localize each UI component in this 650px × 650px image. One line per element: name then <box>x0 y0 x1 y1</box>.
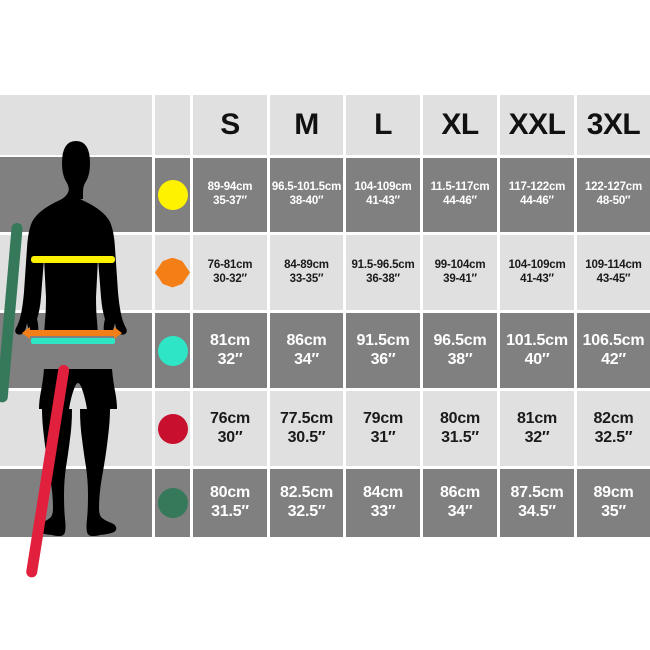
column-header-3xl: 3XL <box>586 108 641 141</box>
table-cell-chest-3xl: 122-127cm 48-50″ <box>584 180 643 207</box>
table-cell-hip-xxl: 101.5cm 40″ <box>506 331 568 368</box>
table-cell-chest-m: 96.5-101.5cm 38-40″ <box>271 180 342 207</box>
table-cell-sleeve-xl: 86cm 34″ <box>439 484 481 520</box>
male-body-silhouette <box>15 141 127 536</box>
table-cell-inseam-l: 79cm 31″ <box>362 409 404 446</box>
marker-cell-hip <box>155 313 190 388</box>
body-figure-column <box>0 95 152 579</box>
column-header-m: M <box>294 108 319 141</box>
column-header-xl: XL <box>441 108 479 141</box>
gridline-h-1 <box>0 232 650 235</box>
table-cell-chest-s: 89-94cm 35-37″ <box>207 180 253 207</box>
band-header <box>0 95 650 155</box>
table-cell-sleeve-xxl: 87.5cm 34.5″ <box>510 484 564 520</box>
gridline-v-1 <box>152 95 155 537</box>
table-cell-waist-xxl: 104-109cm 41-43″ <box>508 258 566 285</box>
table-cell-inseam-xl: 80cm 31.5″ <box>439 409 481 446</box>
waist-arrow-head-right <box>114 327 122 339</box>
table-cell-waist-xl: 99-104cm 39-41″ <box>434 258 486 285</box>
waist-arrow-head-left <box>22 327 30 339</box>
waist-arrow-line <box>25 330 117 336</box>
marker-cell-sleeve <box>155 469 190 537</box>
gridline-h-2 <box>0 310 650 313</box>
table-cell-chest-xxl: 117-122cm 44-46″ <box>508 180 566 207</box>
column-header-s: S <box>220 108 240 141</box>
marker-cell-waist <box>155 235 190 310</box>
table-cell-hip-s: 81cm 32″ <box>209 331 251 368</box>
table-cell-hip-xl: 96.5cm 38″ <box>433 331 487 368</box>
table-cell-sleeve-l: 84cm 33″ <box>362 484 404 520</box>
table-cell-sleeve-m: 82.5cm 32.5″ <box>279 484 334 520</box>
table-cell-sleeve-3xl: 89cm 35″ <box>593 484 634 520</box>
table-cell-inseam-3xl: 82cm 32.5″ <box>593 409 634 446</box>
table-cell-inseam-xxl: 81cm 32″ <box>516 409 558 446</box>
table-cell-hip-m: 86cm 34″ <box>286 331 327 368</box>
gridline-h-3 <box>0 388 650 391</box>
table-cell-hip-l: 91.5cm 36″ <box>356 331 410 368</box>
gridline-v-5 <box>420 95 423 537</box>
column-header-xxl: XXL <box>508 108 566 141</box>
column-header-l: L <box>374 108 392 141</box>
gridline-v-7 <box>574 95 577 537</box>
table-cell-inseam-m: 77.5cm 30.5″ <box>279 409 334 446</box>
table-cell-chest-xl: 11.5-117cm 44-46″ <box>430 180 490 207</box>
inseam-marker-icon <box>157 413 188 444</box>
table-cell-sleeve-s: 80cm 31.5″ <box>209 484 251 520</box>
marker-cell-chest <box>155 157 190 232</box>
gridline-v-3 <box>267 95 270 537</box>
hip-line <box>31 338 115 344</box>
table-cell-waist-s: 76-81cm 30-32″ <box>207 258 253 285</box>
gridline-v-6 <box>497 95 500 537</box>
sleeve-marker-icon <box>157 488 188 518</box>
size-chart: S M L XL XXL 3XL 89-94cm 35-37″ 96.5-101… <box>0 95 650 579</box>
table-cell-waist-m: 84-89cm 33-35″ <box>284 258 329 285</box>
gridline-h-0 <box>152 155 650 158</box>
gridline-v-2 <box>190 95 193 537</box>
table-cell-waist-3xl: 109-114cm 43-45″ <box>585 258 642 285</box>
chest-line <box>31 256 115 263</box>
table-cell-chest-l: 104-109cm 41-43″ <box>354 180 412 207</box>
marker-cell-inseam <box>155 391 190 466</box>
hip-marker-icon <box>157 335 188 366</box>
chest-marker-icon <box>157 179 188 210</box>
gridline-h-4 <box>0 466 650 469</box>
table-cell-waist-l: 91.5-96.5cm 36-38″ <box>351 258 415 285</box>
waist-marker-icon <box>155 257 190 288</box>
table-cell-hip-3xl: 106.5cm 42″ <box>582 331 645 368</box>
gridline-v-4 <box>343 95 346 537</box>
table-cell-inseam-s: 76cm 30″ <box>209 409 251 446</box>
